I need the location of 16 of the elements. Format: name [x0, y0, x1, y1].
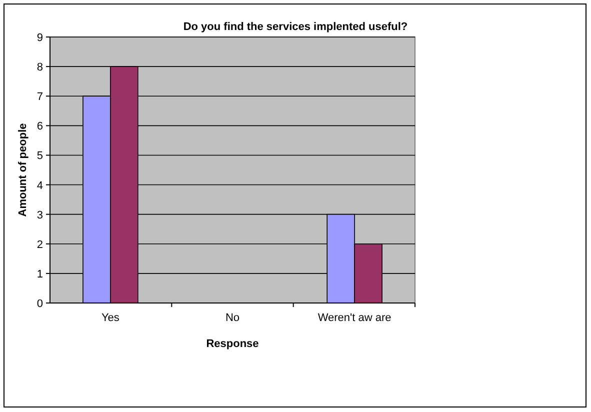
y-tick-label: 9: [36, 32, 43, 44]
y-tick-label: 0: [36, 298, 43, 310]
y-tick-label: 7: [36, 91, 43, 104]
y-tick-label: 5: [36, 150, 43, 162]
x-tick-label: Weren't aw are: [318, 312, 392, 324]
chart-title: Do you find the services implented useful?: [183, 21, 408, 33]
y-tick-label: 4: [36, 180, 43, 192]
x-tick-label: Yes: [101, 312, 120, 324]
y-tick-label: 8: [36, 62, 43, 74]
y-tick-label: 2: [36, 238, 43, 251]
y-axis-title: Amount of people: [17, 123, 29, 217]
x-tick-label: No: [225, 312, 240, 324]
y-tick-label: 3: [36, 209, 43, 222]
y-tick-label: 6: [36, 120, 43, 133]
x-axis-title: Response: [206, 338, 259, 350]
y-tick-label: 1: [36, 268, 43, 280]
